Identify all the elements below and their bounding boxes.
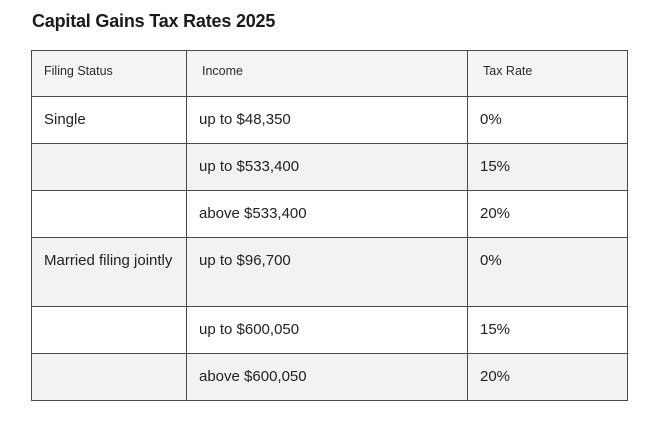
income-cell: above $600,050 (186, 353, 468, 401)
tax-rate-cell: 20% (467, 353, 628, 401)
table-row: up to $600,050 15% (31, 306, 628, 354)
page-title: Capital Gains Tax Rates 2025 (32, 11, 276, 31)
tax-rate-cell: 0% (467, 96, 628, 144)
income-cell: above $533,400 (186, 190, 468, 238)
filing-status-cell: Married filing jointly (31, 237, 187, 307)
table-row: Single up to $48,350 0% (31, 96, 628, 144)
filing-status-cell (31, 353, 187, 401)
table-header-row: Filing Status Income Tax Rate (31, 50, 628, 97)
table-row: up to $533,400 15% (31, 143, 628, 191)
income-cell: up to $96,700 (186, 237, 468, 307)
table-row: above $533,400 20% (31, 190, 628, 238)
income-cell: up to $600,050 (186, 306, 468, 354)
tax-rate-cell: 15% (467, 143, 628, 191)
column-header-income: Income (186, 50, 468, 97)
tax-rate-cell: 0% (467, 237, 628, 307)
tax-rates-table: Filing Status Income Tax Rate Single up … (31, 50, 628, 401)
tax-rate-cell: 15% (467, 306, 628, 354)
column-header-tax-rate: Tax Rate (467, 50, 628, 97)
filing-status-cell (31, 306, 187, 354)
income-cell: up to $48,350 (186, 96, 468, 144)
table-row: Married filing jointly up to $96,700 0% (31, 237, 628, 307)
filing-status-cell (31, 190, 187, 238)
filing-status-cell: Single (31, 96, 187, 144)
tax-rate-cell: 20% (467, 190, 628, 238)
income-cell: up to $533,400 (186, 143, 468, 191)
filing-status-cell (31, 143, 187, 191)
table-row: above $600,050 20% (31, 353, 628, 401)
column-header-filing-status: Filing Status (31, 50, 187, 97)
